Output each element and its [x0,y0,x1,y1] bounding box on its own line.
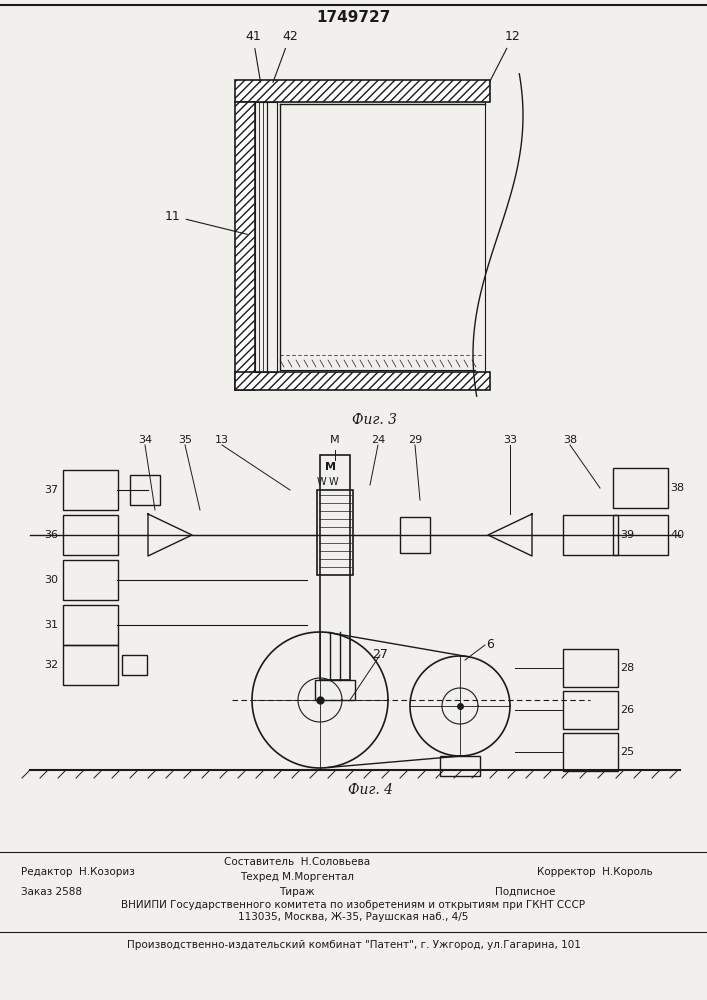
Bar [267,102,277,372]
Text: 34: 34 [138,435,152,445]
Text: 24: 24 [371,435,385,445]
Text: 1749727: 1749727 [316,10,390,25]
Bar [63,515,118,555]
Bar [63,470,118,510]
Text: 40: 40 [670,530,684,540]
Text: W: W [316,477,326,487]
Text: 11: 11 [165,210,247,234]
Text: 26: 26 [620,705,634,715]
Bar [563,515,618,555]
Text: M: M [325,462,336,472]
Text: 39: 39 [620,530,634,540]
Bar [122,655,147,675]
Text: 41: 41 [245,30,261,82]
Text: 36: 36 [44,530,58,540]
Bar [563,691,618,729]
Text: 30: 30 [44,575,58,585]
Bar [63,560,118,600]
Text: Составитель  Н.Соловьева: Составитель Н.Соловьева [224,857,370,867]
Text: 31: 31 [44,620,58,630]
Text: Корректор  Н.Король: Корректор Н.Король [537,867,653,877]
Text: Фиг. 3: Фиг. 3 [353,413,397,427]
Text: ВНИИПИ Государственного комитета по изобретениям и открытиям при ГКНТ СССР: ВНИИПИ Государственного комитета по изоб… [122,900,585,910]
Text: 29: 29 [408,435,422,445]
Text: 33: 33 [503,435,517,445]
Text: 113035, Москва, Ж-35, Раушская наб., 4/5: 113035, Москва, Ж-35, Раушская наб., 4/5 [238,912,469,922]
Text: 35: 35 [178,435,192,445]
Bar [613,515,668,555]
Text: 42: 42 [273,30,298,82]
Text: 13: 13 [215,435,229,445]
Text: 25: 25 [620,747,634,757]
Text: 6: 6 [486,639,494,652]
Text: Редактор  Н.Козориз: Редактор Н.Козориз [21,867,135,877]
Bar [63,605,118,645]
Bar [130,475,160,505]
Text: 37: 37 [44,485,58,495]
Bar [563,649,618,687]
Text: 38: 38 [670,483,684,493]
Text: Техред М.Моргентал: Техред М.Моргентал [240,872,354,882]
Bar [235,372,490,390]
Text: 38: 38 [563,435,577,445]
Text: Заказ 2588: Заказ 2588 [21,887,82,897]
Bar [315,680,355,700]
Bar [317,490,353,575]
Bar [563,733,618,771]
Text: 12: 12 [489,30,521,83]
Bar [255,102,267,372]
Text: Тираж: Тираж [279,887,315,897]
Bar [235,102,255,390]
Text: M: M [330,435,340,445]
Text: 32: 32 [44,660,58,670]
Text: Фиг. 4: Фиг. 4 [348,783,392,797]
Bar [613,468,668,508]
Bar [320,455,350,680]
Text: W: W [328,477,338,487]
Bar [235,80,490,102]
Text: Подписное: Подписное [495,887,555,897]
Bar [440,756,480,776]
Text: 27: 27 [372,648,388,662]
Bar [63,645,118,685]
Text: 28: 28 [620,663,634,673]
Bar [400,517,430,553]
Text: Производственно-издательский комбинат "Патент", г. Ужгород, ул.Гагарина, 101: Производственно-издательский комбинат "П… [127,940,580,950]
